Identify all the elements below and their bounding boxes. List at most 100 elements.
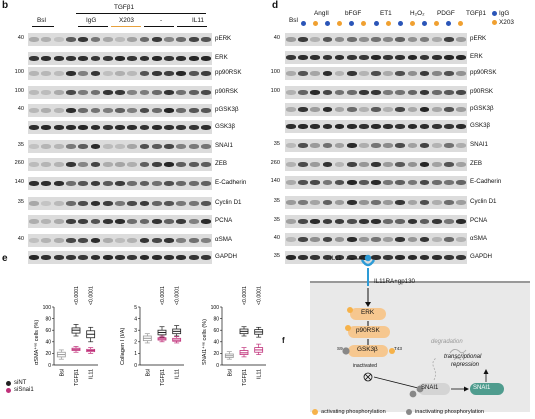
panel-b-mw-marker: 100: [14, 88, 24, 94]
panel-b-blot-strip: [28, 197, 212, 210]
panel-d-band: [407, 255, 418, 260]
panel-d-band: [334, 107, 345, 112]
panel-d-band: [322, 37, 333, 42]
panel-b-group-none: -: [160, 17, 163, 24]
panel-b-band: [78, 56, 89, 61]
lane-marker-dot: [337, 21, 343, 26]
degradation-icon: [449, 348, 467, 361]
panel-d-band: [310, 71, 321, 76]
panel-b-blot-strip: [28, 234, 212, 247]
panel-d-band: [395, 255, 406, 260]
panel-d-band: [395, 237, 406, 242]
panel-b-protein-label: ZEB: [215, 160, 228, 167]
panel-b-protein-label: p90RSK: [215, 88, 239, 95]
panel-d-band: [371, 55, 381, 60]
panel-d-band: [431, 219, 442, 224]
panel-d-band: [298, 107, 309, 112]
legend-sisnai1-dot: [6, 387, 11, 393]
panel-d-band: [407, 143, 418, 148]
panel-d-band: [407, 124, 418, 129]
panel-f-legend-inactivating: inactivating phosphorylation: [415, 409, 485, 415]
panel-b-band: [66, 162, 76, 167]
panel-d-band: [443, 237, 454, 242]
panel-b-band: [90, 144, 101, 149]
panel-d-band: [456, 90, 466, 95]
panel-b-band: [41, 162, 52, 167]
panel-b-band: [151, 37, 162, 42]
panel-b-band: [139, 181, 150, 186]
lane-marker-dot: [397, 21, 403, 26]
y-tick-label: 20: [213, 351, 219, 357]
lane-marker-dot: [434, 21, 440, 26]
panel-b-band: [127, 37, 138, 42]
panel-d-band: [407, 55, 418, 60]
panel-d-band: [443, 219, 454, 224]
panel-d-band: [443, 71, 454, 76]
ligand-circle-icon: [364, 254, 372, 262]
panel-d-band: [456, 255, 466, 260]
panel-d-band: [431, 200, 442, 205]
panel-b-band: [127, 238, 138, 243]
lane-marker-dot: [422, 21, 428, 26]
panel-b-blot-strip: [28, 33, 212, 46]
panel-b-band: [164, 219, 174, 224]
panel-d-band: [310, 255, 321, 260]
panel-d-band: [346, 255, 357, 260]
panel-b-protein-label: E-Cadherin: [215, 179, 247, 186]
panel-d-mw-marker: 100: [270, 88, 280, 94]
panel-b-blot-strip: [28, 215, 212, 228]
panel-b-band: [41, 201, 52, 206]
panel-d-band: [431, 143, 442, 148]
panel-d-band: [431, 107, 442, 112]
p-value-label: <0.0001: [242, 286, 248, 305]
panel-d-mw-marker: 40: [273, 235, 280, 241]
panel-d-band: [383, 162, 393, 167]
panel-d-band: [371, 219, 381, 224]
panel-b-group-igg: IgG: [86, 17, 97, 24]
y-axis-label: Collagen I (I/A): [120, 328, 126, 365]
panel-d-band: [310, 200, 321, 205]
panel-d-band: [371, 143, 381, 148]
panel-d-band: [407, 200, 418, 205]
panel-d-band: [456, 200, 466, 205]
panel-b-band: [176, 125, 187, 130]
panel-d-band: [371, 71, 381, 76]
panel-d-band: [359, 55, 369, 60]
panel-b-band: [41, 255, 52, 260]
panel-b-blot-strip: [28, 104, 212, 117]
panel-d-band: [383, 55, 393, 60]
panel-b-band: [78, 219, 89, 224]
panel-b-band: [41, 125, 52, 130]
panel-d-band: [395, 71, 406, 76]
panel-d-band: [419, 237, 430, 242]
panel-d-band: [395, 55, 406, 60]
panel-d-mw-marker: 35: [273, 141, 280, 147]
panel-d-protein-label: ERK: [470, 53, 483, 60]
panel-b-band: [139, 56, 150, 61]
panel-d-band: [419, 37, 430, 42]
panel-b-band: [29, 201, 40, 206]
panel-b-blot-strip: [28, 121, 212, 134]
panel-b-band: [29, 90, 40, 95]
panel-b-band: [188, 219, 199, 224]
panel-b-band: [78, 37, 89, 42]
panel-b-band: [188, 108, 199, 113]
panel-b-band: [127, 255, 138, 260]
panel-b-protein-label: αSMA: [215, 236, 232, 243]
panel-b-band: [41, 219, 52, 224]
p-value-label: <0.0001: [257, 286, 263, 305]
panel-b-band: [53, 219, 64, 224]
panel-d-band: [431, 237, 442, 242]
panel-b-group-igg-line: [78, 26, 108, 27]
panel-b-band: [200, 238, 211, 243]
panel-d-legend-igg: IgG: [499, 10, 510, 17]
panel-d-blot-strip: [285, 215, 467, 228]
panel-d-band: [371, 124, 381, 129]
panel-b-band: [41, 144, 52, 149]
panel-d-band: [359, 219, 369, 224]
y-tick-label: 80: [213, 316, 219, 322]
panel-d-band: [383, 180, 393, 185]
panel-d-band: [298, 143, 309, 148]
panel-d-band: [456, 107, 466, 112]
